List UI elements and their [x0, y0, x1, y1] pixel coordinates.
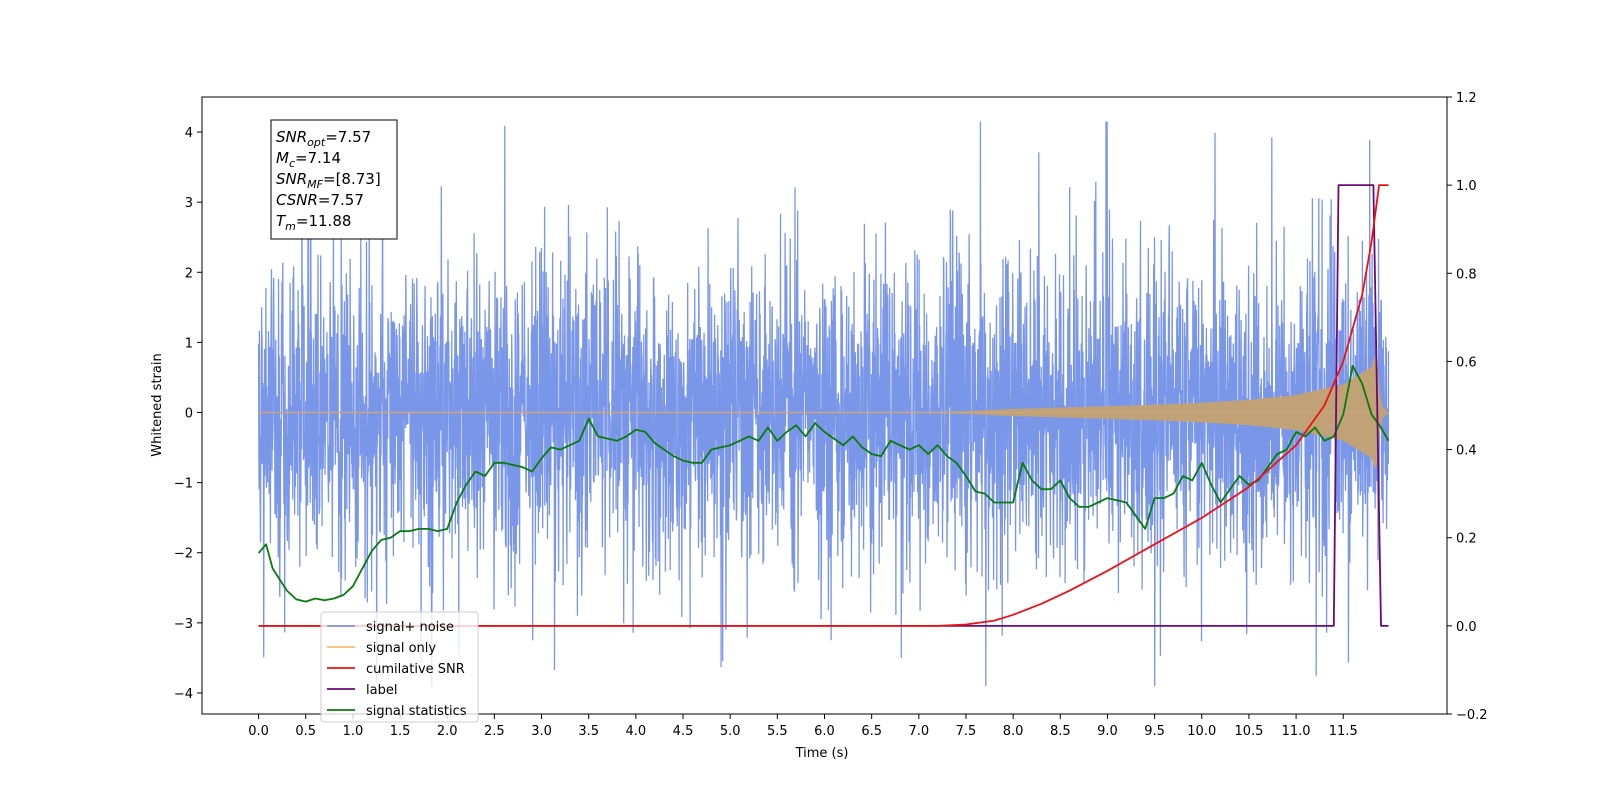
y-right-tick-label: 0.6 [1456, 355, 1477, 370]
y-left-tick-label: 2 [185, 266, 193, 281]
x-tick-label: 4.0 [626, 724, 647, 739]
y-left-tick-label: 0 [185, 407, 193, 422]
x-tick-label: 2.5 [484, 724, 505, 739]
y-right-tick-label: 0.8 [1456, 267, 1477, 282]
y-left-tick-label: −3 [174, 617, 193, 632]
annotation-box: SNRopt=7.57Mc=7.14SNRMF=[8.73]CSNR=7.57T… [270, 119, 398, 240]
y-axis-right: −0.2 0.0 0.2 0.4 0.6 0.8 1.0 1.2 [1447, 91, 1488, 723]
x-tick-label: 8.0 [1003, 724, 1024, 739]
annotation-line: Mc=7.14 [276, 149, 341, 170]
annotation-value: =7.57 [325, 128, 371, 146]
legend: signal+ noise signal only cumilative SNR la… [320, 611, 479, 723]
x-tick-label: 5.5 [767, 724, 788, 739]
y-right-tick-label: 1.0 [1456, 179, 1477, 194]
annotation-line: CSNR=7.57 [276, 191, 364, 209]
annotation-line: Tm=11.88 [276, 212, 351, 233]
annotation-symbol: SNR [276, 128, 307, 146]
legend-entry-label: signal statistics [366, 704, 467, 719]
x-tick-label: 3.5 [578, 724, 599, 739]
y-right-tick-label: 0.4 [1456, 444, 1477, 459]
annotation-subscript: c [289, 157, 295, 170]
annotation-subscript: m [285, 220, 296, 233]
y-right-tick-label: 1.2 [1456, 91, 1477, 106]
annotation-value: =7.57 [318, 191, 364, 209]
annotation-symbol: M [276, 149, 289, 167]
annotation-subscript: opt [307, 136, 326, 149]
x-tick-label: 0.0 [248, 724, 269, 739]
x-tick-label: 9.5 [1144, 724, 1165, 739]
annotation-symbol: SNR [276, 170, 307, 188]
x-tick-label: 10.5 [1234, 724, 1263, 739]
series-cumulative-snr [258, 184, 1389, 627]
y-right-tick-label: −0.2 [1456, 708, 1488, 723]
x-tick-label: 1.0 [343, 724, 364, 739]
x-tick-label: 7.0 [908, 724, 929, 739]
x-tick-label: 0.5 [295, 724, 316, 739]
annotation-symbol: CSNR [276, 191, 318, 209]
y-right-tick-label: 0.2 [1456, 532, 1477, 547]
legend-entry-label: signal+ noise [366, 620, 454, 635]
legend-frame [320, 611, 479, 723]
y-left-tick-label: −4 [174, 687, 193, 702]
x-tick-label: 11.0 [1282, 724, 1311, 739]
legend-entry-label: cumilative SNR [366, 662, 465, 677]
x-tick-label: 3.0 [531, 724, 552, 739]
legend-entry-label: label [366, 683, 397, 698]
annotation-value: =7.14 [295, 149, 341, 167]
x-tick-label: 5.0 [720, 724, 741, 739]
y-axis-left: −4 −3 −2 −1 0 1 2 3 4 [174, 126, 202, 702]
x-tick-label: 6.5 [861, 724, 882, 739]
y-left-tick-label: 3 [185, 196, 193, 211]
y-left-tick-label: −1 [174, 477, 193, 492]
x-tick-label: 4.5 [673, 724, 694, 739]
x-axis: 0.0 0.5 1.0 1.5 2.0 2.5 3.0 3.5 4.0 4.5 5.0 5.5 6.0 6… [248, 714, 1358, 739]
x-tick-label: 8.5 [1050, 724, 1071, 739]
annotation-frame [270, 119, 398, 240]
y-left-tick-label: 1 [185, 336, 193, 351]
annotation-value: =11.88 [296, 212, 352, 230]
x-tick-label: 2.0 [437, 724, 458, 739]
x-tick-label: 1.5 [390, 724, 411, 739]
annotation-symbol: T [276, 212, 287, 230]
x-tick-label: 11.5 [1329, 724, 1358, 739]
x-tick-label: 7.5 [956, 724, 977, 739]
series-layer [257, 121, 1390, 687]
annotation-line: SNRopt=7.57 [276, 128, 371, 149]
x-tick-label: 6.0 [814, 724, 835, 739]
y-left-tick-label: −2 [174, 547, 193, 562]
x-tick-label: 10.0 [1187, 724, 1216, 739]
y-axis-label: Whitened strain [150, 353, 165, 456]
series-signal-noise [257, 121, 1390, 687]
annotation-line: SNRMF=[8.73] [276, 170, 381, 191]
x-axis-label: Time (s) [795, 746, 849, 761]
series-signal-statistics [257, 364, 1390, 603]
y-left-tick-label: 4 [185, 126, 193, 141]
legend-entry-label: signal only [366, 641, 436, 656]
y-right-tick-label: 0.0 [1456, 620, 1477, 635]
annotation-value: =[8.73] [323, 170, 381, 188]
x-tick-label: 9.0 [1097, 724, 1118, 739]
series-label [258, 184, 1389, 627]
annotation-subscript: MF [307, 178, 323, 191]
